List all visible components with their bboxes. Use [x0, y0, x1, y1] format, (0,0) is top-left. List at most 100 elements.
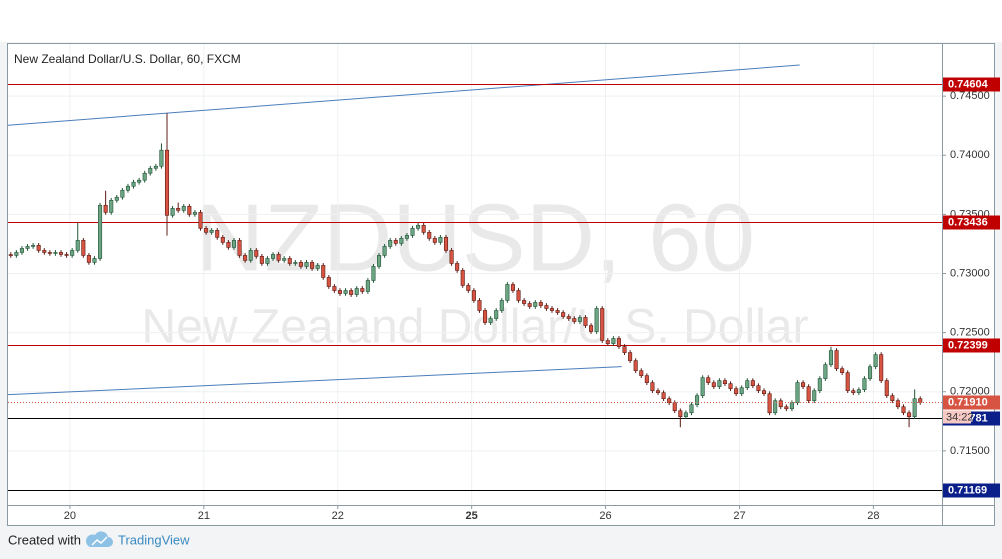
candle-body [170, 208, 175, 216]
candle-body [276, 254, 281, 261]
tradingview-logo [86, 531, 113, 547]
candle-body [315, 265, 320, 269]
candle-body [907, 412, 912, 417]
candle-body [70, 250, 75, 256]
candle-body [92, 258, 97, 263]
candle-body [851, 390, 856, 393]
candle-body [605, 340, 610, 344]
candle-body [404, 235, 409, 239]
candle-body [304, 262, 309, 267]
candle-body [639, 370, 644, 376]
candle-body [879, 354, 884, 381]
candle-body [282, 258, 287, 261]
candle-body [438, 237, 443, 243]
candle-body [873, 354, 878, 367]
candle-body [19, 248, 24, 253]
candle-body [243, 255, 248, 261]
candle-body [672, 402, 677, 412]
candle-body [711, 382, 716, 387]
last-price-label-bg [943, 395, 1000, 410]
candle-body [148, 167, 153, 174]
candle-body [58, 252, 64, 255]
candle-body [912, 398, 917, 417]
candle-body [745, 380, 750, 389]
y-tick-label: 0.73000 [950, 267, 990, 279]
candle-body [477, 300, 482, 311]
footer-brand[interactable]: TradingView [118, 532, 190, 547]
y-tick-label: 0.72500 [950, 327, 990, 339]
candle-body [616, 338, 621, 347]
x-tick-label: 21 [198, 510, 210, 522]
trendline [7, 366, 622, 396]
level-label-bg [943, 483, 1000, 498]
candle-body [237, 240, 242, 256]
candle-body [845, 372, 850, 391]
candle-body [795, 382, 800, 404]
candle-body [187, 206, 192, 215]
candle-body [8, 254, 13, 256]
plot [7, 44, 942, 505]
candle-body [739, 387, 744, 395]
candle-body [834, 350, 839, 369]
candle-body [343, 290, 348, 294]
trendline [7, 64, 800, 126]
candle-body [153, 165, 158, 169]
candle-body [577, 317, 582, 322]
candle-body [767, 393, 772, 414]
level-label: 0.71169 [948, 484, 987, 496]
level-label-bg [943, 77, 1000, 92]
candle-body [527, 303, 532, 307]
candle-body [310, 262, 315, 269]
candle-body [817, 378, 822, 391]
candle-body [36, 245, 41, 251]
candle-body [399, 238, 404, 244]
candle-body [918, 398, 923, 403]
candle-body [354, 288, 359, 295]
candle-body [321, 265, 326, 278]
candle-body [722, 380, 727, 384]
candle-body [483, 310, 488, 323]
candle-body [505, 284, 510, 301]
candle-body [683, 412, 688, 417]
candle-body [259, 256, 264, 264]
candle-body [644, 375, 649, 383]
top-strip [0, 0, 1002, 42]
candle-body [488, 318, 493, 323]
candle-body [611, 338, 616, 344]
candle-body [812, 390, 817, 402]
candle-body [31, 245, 36, 247]
candle-body [231, 240, 236, 248]
candle-body [756, 385, 761, 391]
candle-body [761, 390, 767, 395]
candle-body [884, 380, 889, 396]
candle-body [103, 204, 108, 213]
candle-body [81, 240, 86, 256]
candle-body [270, 254, 276, 259]
candle-body [717, 380, 722, 387]
candle-body [159, 149, 164, 167]
candle-body [98, 204, 103, 259]
candle-body [131, 181, 136, 187]
candle-body [416, 225, 421, 229]
candle-body [522, 300, 527, 304]
chart-frame [7, 43, 995, 526]
countdown: 34:22 [946, 411, 974, 423]
candle-body [633, 360, 638, 371]
y-tick-label: 0.74500 [950, 90, 990, 102]
candle-body [594, 308, 599, 332]
candle-body [47, 252, 52, 254]
candle-body [360, 288, 365, 292]
candle-body [661, 392, 666, 400]
candle-body [75, 240, 80, 251]
candle-body [326, 277, 331, 287]
candle-body [789, 402, 794, 410]
candle-body [806, 386, 811, 402]
level-label: 0.74604 [948, 78, 989, 90]
candle-body [393, 240, 398, 244]
candle-body [466, 285, 471, 291]
candle-body [226, 242, 231, 248]
candle-body [192, 212, 197, 215]
x-tick-label: 20 [64, 510, 76, 522]
